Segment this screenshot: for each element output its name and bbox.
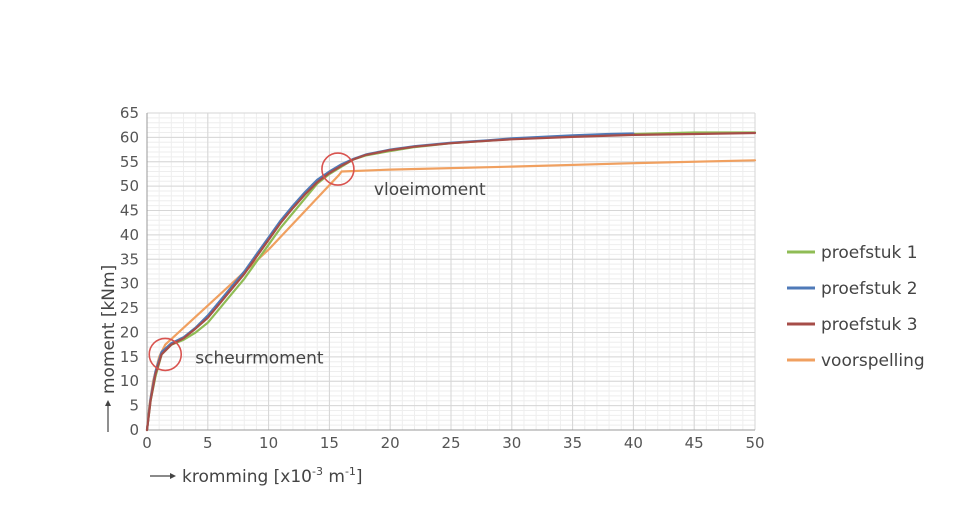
x-tick-label: 50 bbox=[745, 434, 764, 452]
grid-major bbox=[146, 112, 756, 431]
x-tick-label: 40 bbox=[624, 434, 643, 452]
x-axis-title-end: ] bbox=[356, 467, 363, 487]
y-axis-arrow-head-icon bbox=[105, 400, 111, 406]
y-axis-title: moment [kNm] bbox=[99, 265, 119, 394]
x-axis-title-exp2: -1 bbox=[345, 465, 356, 478]
y-tick-label: 0 bbox=[129, 421, 139, 439]
x-tick-label: 10 bbox=[259, 434, 278, 452]
legend-label: proefstuk 1 bbox=[821, 243, 918, 263]
annotation-label: scheurmoment bbox=[195, 348, 324, 368]
legend-label: voorspelling bbox=[821, 351, 925, 371]
y-tick-label: 50 bbox=[120, 177, 139, 195]
annotation-circle bbox=[321, 152, 355, 186]
x-tick-label: 0 bbox=[142, 434, 152, 452]
x-axis-title: kromming [x10-3 m-1] bbox=[182, 465, 363, 487]
legend: proefstuk 1 proefstuk 2 proefstuk 3 voorspe… bbox=[787, 243, 925, 371]
y-tick-label: 55 bbox=[120, 153, 139, 171]
y-tick-label: 25 bbox=[120, 299, 139, 317]
x-axis-title-group: kromming [x10-3 m-1] bbox=[150, 465, 363, 487]
x-tick-label: 30 bbox=[502, 434, 521, 452]
annotations: scheurmoment vloeimoment bbox=[148, 152, 486, 372]
x-tick-label: 20 bbox=[381, 434, 400, 452]
x-tick-label: 5 bbox=[203, 434, 213, 452]
y-tick-label: 40 bbox=[120, 226, 139, 244]
y-tick-label: 35 bbox=[120, 250, 139, 268]
x-tick-label: 15 bbox=[320, 434, 339, 452]
y-tick-label: 5 bbox=[129, 397, 139, 415]
x-axis-title-exp1: -3 bbox=[312, 465, 323, 478]
x-axis-arrow-head-icon bbox=[170, 473, 176, 479]
x-tick-label: 45 bbox=[685, 434, 704, 452]
x-tick-label: 35 bbox=[563, 434, 582, 452]
legend-label: proefstuk 3 bbox=[821, 315, 918, 335]
y-axis-title-group: moment [kNm] bbox=[99, 265, 119, 432]
x-axis-title-main: kromming [x10 bbox=[182, 467, 312, 487]
y-tick-label: 45 bbox=[120, 202, 139, 220]
y-tick-label: 20 bbox=[120, 323, 139, 341]
y-tick-label: 65 bbox=[120, 104, 139, 122]
series-line-proefstuk-3 bbox=[145, 131, 757, 432]
x-axis-title-unit: m bbox=[323, 467, 345, 487]
annotation-label: vloeimoment bbox=[374, 180, 486, 200]
y-tick-label: 60 bbox=[120, 128, 139, 146]
y-tick-label: 15 bbox=[120, 348, 139, 366]
legend-label: proefstuk 2 bbox=[821, 279, 918, 299]
axes bbox=[146, 113, 755, 431]
series-layer bbox=[145, 131, 757, 432]
x-tick-label: 25 bbox=[441, 434, 460, 452]
y-tick-label: 10 bbox=[120, 372, 139, 390]
y-tick-label: 30 bbox=[120, 275, 139, 293]
annotation-circle bbox=[148, 337, 183, 372]
tick-labels: 0 5 10 15 20 25 30 35 40 45 50 0 5 10 15 20 25 30 35 40 45 50… bbox=[120, 104, 765, 452]
